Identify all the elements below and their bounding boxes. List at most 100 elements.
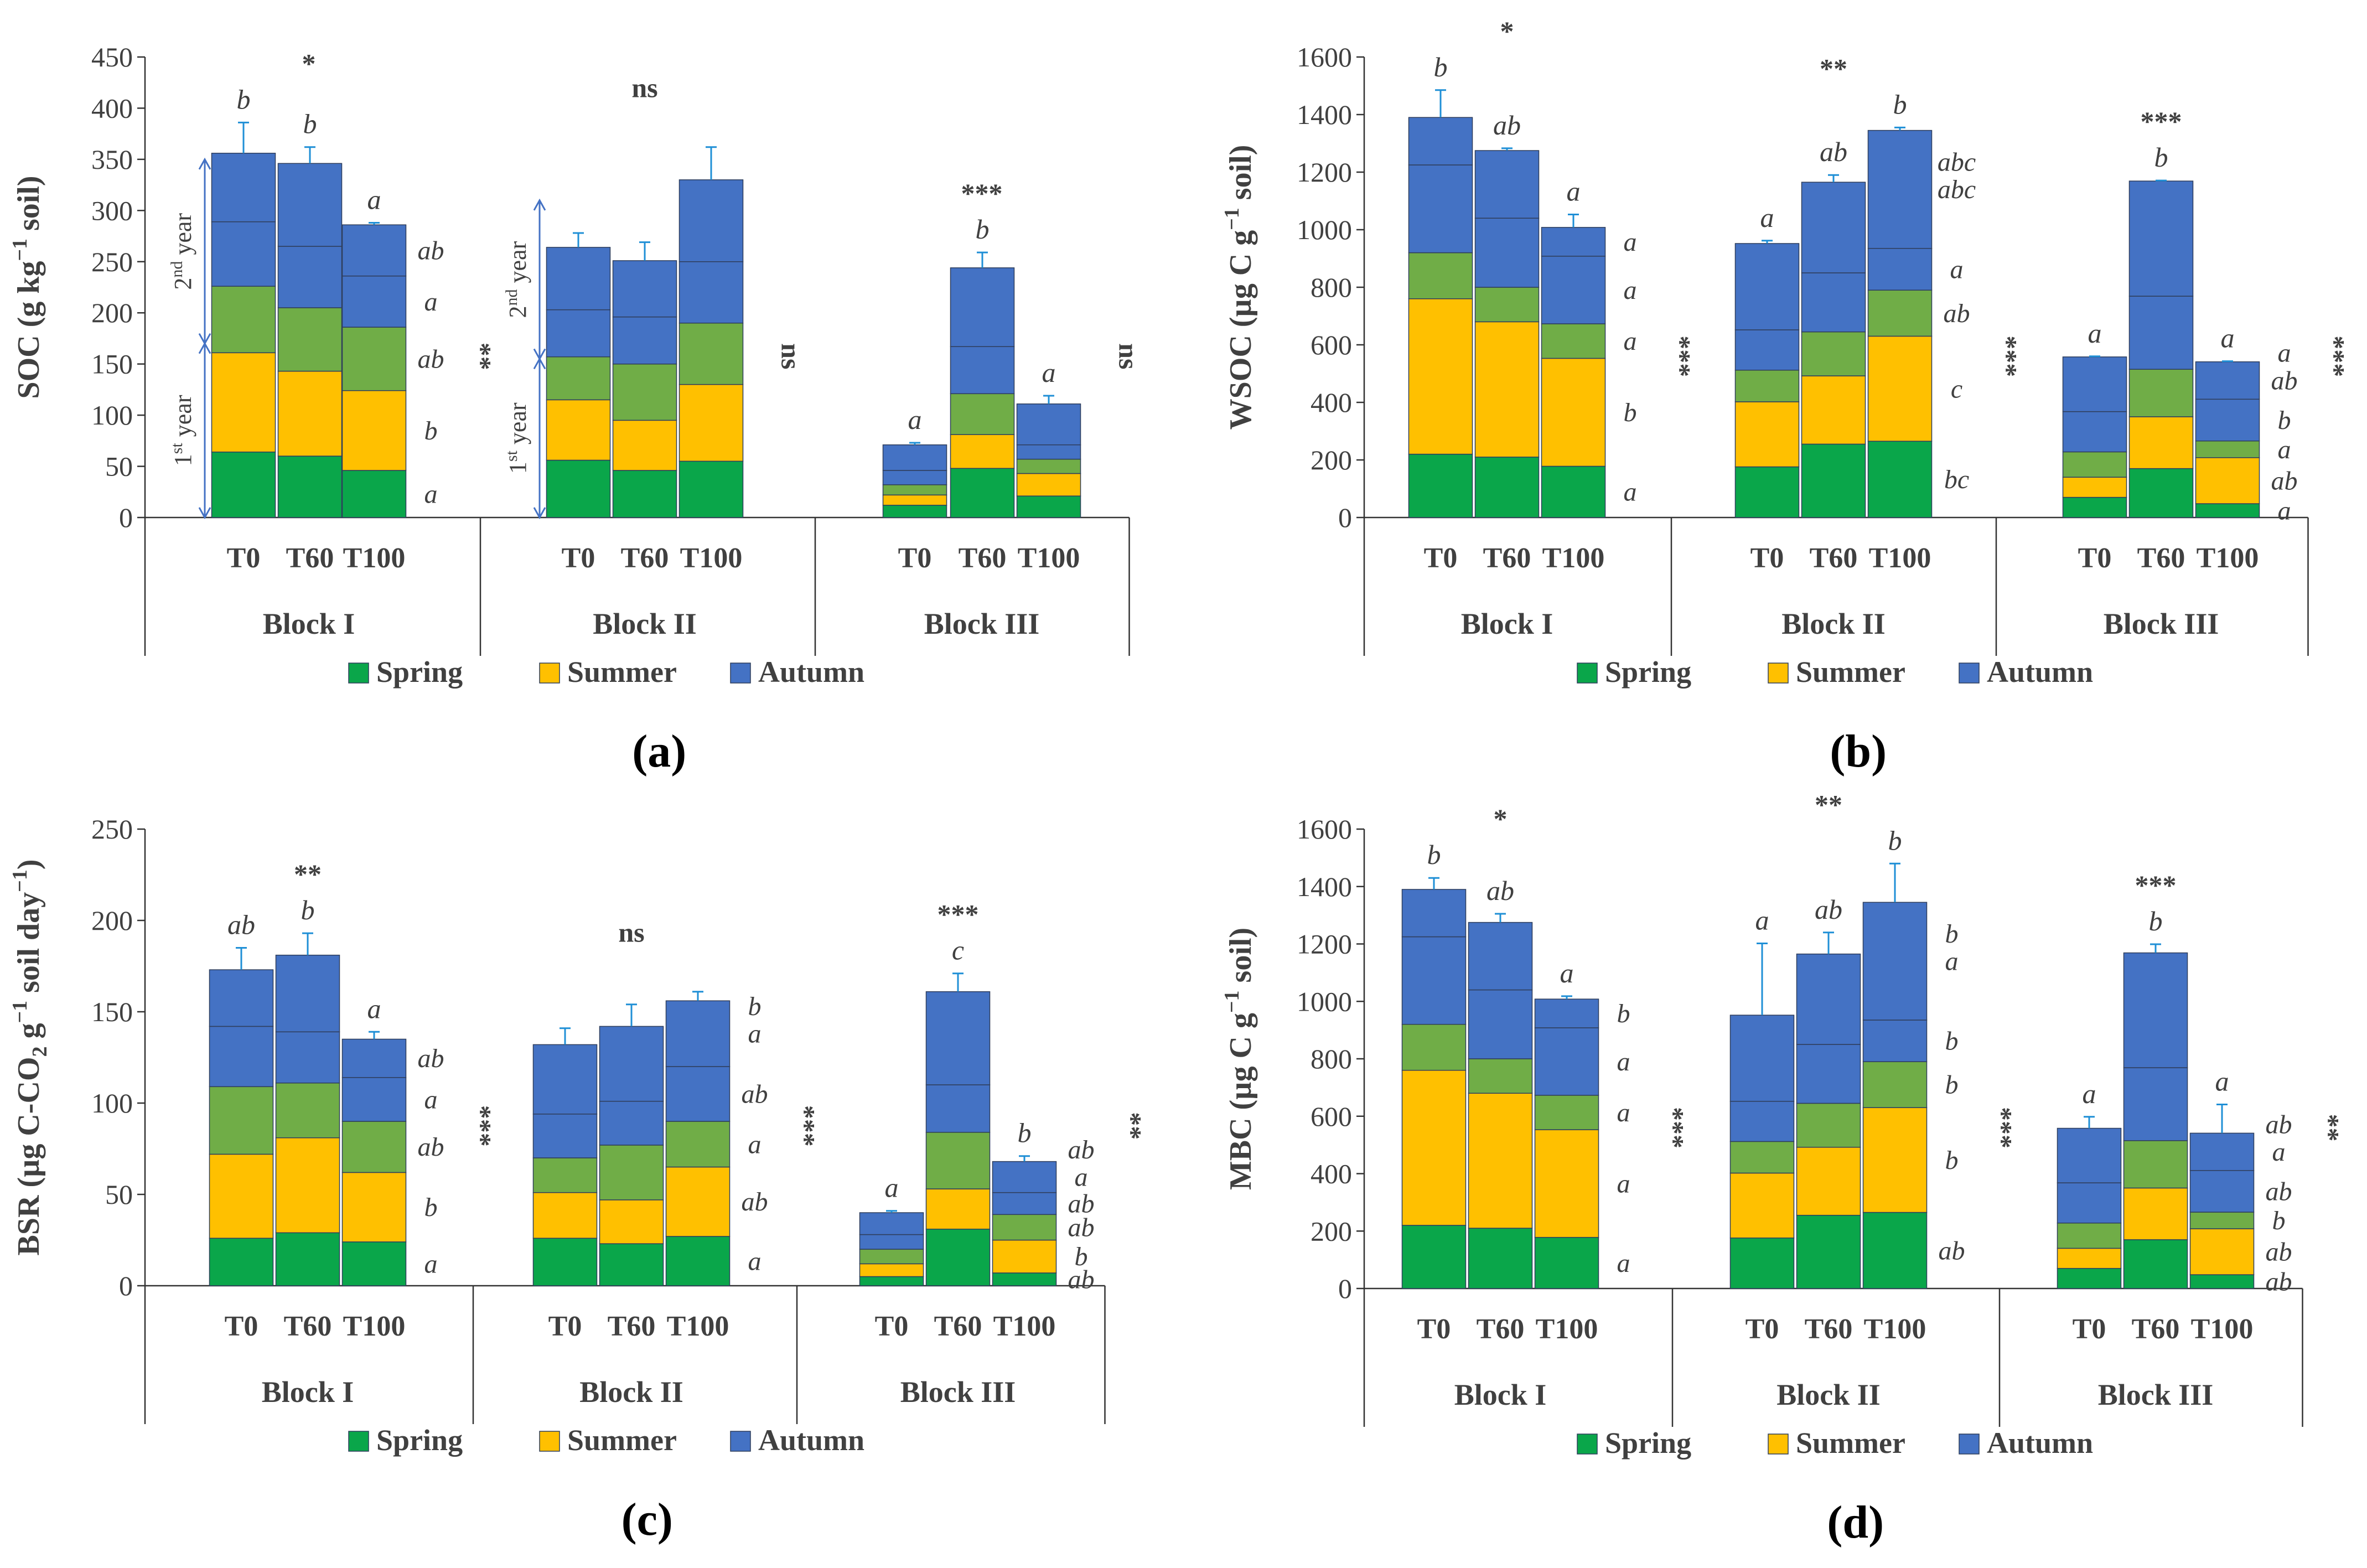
year-ord: nd: [168, 261, 186, 278]
side-letter: b: [1945, 1146, 1959, 1175]
y-tick-label: 200: [91, 905, 133, 936]
bar-segment: [882, 494, 947, 506]
bar-segment: [211, 451, 276, 518]
side-letter: a: [2272, 1137, 2286, 1167]
bar-segment: [341, 1121, 407, 1173]
bar-segment: [1734, 329, 1800, 371]
legend-label: Summer: [1796, 655, 1905, 689]
bar-segment: [1408, 164, 1473, 253]
bar-segment: [2062, 411, 2127, 453]
side-letter: ab: [2266, 1238, 2292, 1267]
bar-segment: [950, 267, 1015, 347]
right-significance: ***: [1987, 1107, 2018, 1148]
significance-letter: b: [1018, 1117, 1032, 1148]
bar-segment: [532, 1238, 598, 1286]
bar-segment: [1401, 1024, 1467, 1071]
bar-segment: [211, 153, 276, 222]
bar-segment: [1734, 243, 1800, 330]
group-significance: ns: [618, 917, 644, 948]
bar-segment: [1729, 1015, 1795, 1102]
side-letter: ab: [1068, 1265, 1095, 1294]
bar-segment: [341, 1172, 407, 1243]
bar-segment: [277, 246, 343, 308]
bar-segment: [665, 1066, 731, 1122]
category-label: T100: [343, 1311, 406, 1342]
bar-segment: [612, 260, 677, 318]
side-letter: a: [1617, 1098, 1630, 1127]
bar-segment: [1468, 1093, 1533, 1229]
side-letter: bc: [1944, 465, 1969, 494]
side-letter: a: [1617, 1047, 1630, 1077]
bar-segment: [992, 1272, 1057, 1286]
y-tick-label: 600: [1311, 329, 1352, 360]
bar-segment: [665, 1121, 731, 1168]
side-letter: a: [748, 1246, 762, 1276]
group-label: Block I: [263, 607, 355, 640]
significance-letter: c: [952, 935, 964, 966]
bar-segment: [2057, 1267, 2122, 1289]
year-label: 2nd year: [168, 213, 196, 290]
right-significance: ***: [790, 1105, 821, 1147]
side-letter: ab: [418, 236, 444, 265]
y-tick-label: 50: [105, 451, 133, 482]
significance-letter: b: [1427, 839, 1441, 870]
group-label: Block III: [2098, 1378, 2214, 1411]
bar-segment: [992, 1239, 1057, 1274]
bar-segment: [1401, 889, 1467, 938]
bar-segment: [1401, 1070, 1467, 1226]
bar-segment: [2128, 296, 2194, 370]
category-label: T0: [898, 542, 932, 574]
bar-segment: [1541, 323, 1606, 359]
panel-label: (a): [632, 726, 686, 777]
category-label: T0: [875, 1311, 909, 1342]
bar-segment: [532, 1114, 598, 1158]
legend-label: Spring: [376, 1424, 463, 1457]
y-tick-label: 400: [91, 92, 133, 123]
y-tick-label: 300: [91, 195, 133, 226]
bar-segment: [1474, 457, 1540, 518]
bar-segment: [1541, 465, 1606, 518]
y-tick-label: 150: [91, 996, 133, 1027]
bar-segment: [859, 1212, 924, 1235]
bar-segment: [275, 954, 340, 1033]
side-letter: a: [1617, 1249, 1630, 1278]
bar-segment: [992, 1161, 1057, 1193]
bar-segment: [678, 179, 744, 262]
bar-segment: [950, 434, 1015, 469]
right-significance: **: [467, 343, 498, 370]
bar-segment: [275, 1031, 340, 1084]
bar-segment: [992, 1214, 1057, 1241]
year-arrow-head: [533, 507, 546, 520]
category-label: T0: [1750, 542, 1784, 574]
side-letter: a: [2278, 339, 2291, 368]
y-label-end: soil day: [12, 892, 46, 1001]
bar-segment: [1801, 443, 1866, 518]
year-num: 1: [169, 454, 196, 466]
bar-segment: [341, 327, 407, 391]
y-label-main: MBC (µg C g: [1224, 1013, 1258, 1190]
side-letter: a: [424, 1085, 438, 1114]
y-tick-label: 450: [91, 42, 133, 73]
bar-segment: [1468, 922, 1533, 991]
bar-segment: [1867, 441, 1933, 518]
y-label-main: SOC (g kg: [12, 261, 46, 399]
y-label-end: soil): [12, 175, 46, 239]
category-label: T100: [667, 1311, 729, 1342]
side-letter: b: [1075, 1242, 1088, 1271]
bar-segment: [1474, 287, 1540, 323]
year-word: year: [169, 213, 196, 261]
side-letter: ab: [2266, 1177, 2292, 1206]
side-letter: ab: [2266, 1267, 2292, 1297]
category-label: T60: [608, 1311, 656, 1342]
bar-segment: [678, 261, 744, 324]
bar-segment: [211, 352, 276, 453]
bar-segment: [950, 393, 1015, 435]
group-significance: *: [302, 48, 316, 79]
legend-swatch: [1768, 1434, 1789, 1455]
bar-segment: [209, 1153, 274, 1239]
bar-segment: [1734, 466, 1800, 518]
bar-segment: [277, 307, 343, 372]
bar-segment: [209, 1238, 274, 1286]
bar-segment: [1862, 1020, 1928, 1062]
group-significance: ***: [938, 899, 979, 930]
